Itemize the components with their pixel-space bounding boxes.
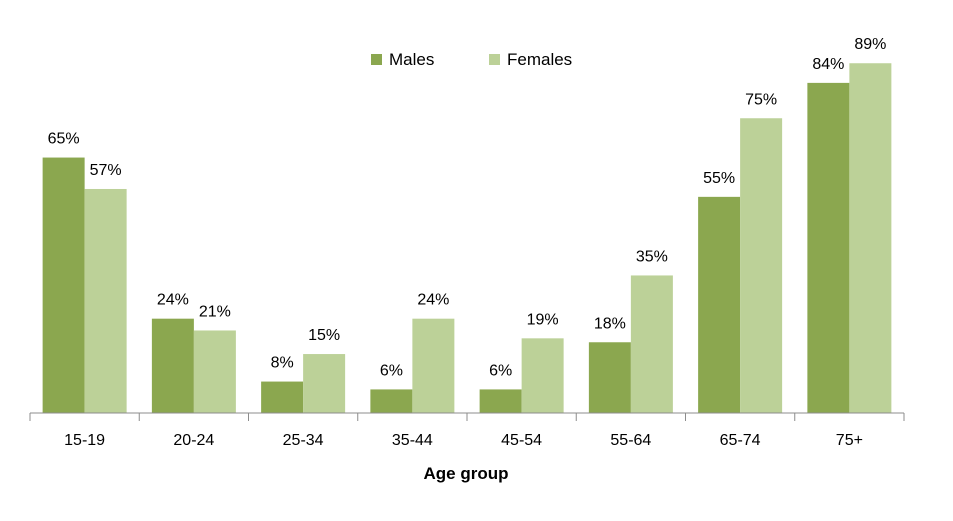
legend-swatch-males [371,54,382,65]
data-label-females-75+: 89% [854,36,886,53]
data-label-females-65-74: 75% [745,91,777,108]
x-tick-label-25-34: 25-34 [283,432,324,449]
x-tick-label-75+: 75+ [836,432,863,449]
x-tick-label-45-54: 45-54 [501,432,542,449]
data-label-males-65-74: 55% [703,170,735,187]
data-label-females-55-64: 35% [636,248,668,265]
bar-males-20-24 [151,318,194,413]
data-label-females-45-54: 19% [527,311,559,328]
bar-females-15-19 [84,188,127,413]
x-tick-label-35-44: 35-44 [392,432,433,449]
data-label-males-25-34: 8% [271,355,294,372]
legend: Males Females [371,50,572,69]
x-axis-ticks: 15-19 20-24 25-34 35-44 45-54 55-64 65-74 75+ [29,413,905,449]
bar-females-45-54 [521,338,564,413]
x-axis-title: Age group [424,464,509,483]
data-label-females-20-24: 21% [199,303,231,320]
bar-females-20-24 [193,330,236,413]
legend-label-females: Females [507,50,572,69]
data-labels-layer: 65% 57% 24% 21% 8% 15% 6% 24% 6% 19% 18% 35% 55% 75% 8… [48,36,887,379]
x-tick-label-20-24: 20-24 [173,432,214,449]
bar-males-65-74 [698,196,741,413]
data-label-males-45-54: 6% [489,362,512,379]
data-label-males-20-24: 24% [157,292,189,309]
data-label-males-75+: 84% [812,56,844,73]
bar-females-25-34 [303,354,346,413]
bar-males-35-44 [370,389,413,413]
data-label-females-25-34: 15% [308,327,340,344]
bar-males-55-64 [588,342,631,413]
x-tick-label-55-64: 55-64 [610,432,651,449]
bar-males-15-19 [42,157,85,413]
bar-females-35-44 [412,318,455,413]
data-label-males-35-44: 6% [380,362,403,379]
bars-layer [42,63,892,413]
data-label-females-15-19: 57% [90,162,122,179]
legend-label-males: Males [389,50,434,69]
data-label-males-15-19: 65% [48,131,80,148]
bar-females-55-64 [630,275,673,413]
bar-males-45-54 [479,389,522,413]
x-tick-label-65-74: 65-74 [720,432,761,449]
data-label-females-35-44: 24% [417,292,449,309]
x-tick-label-15-19: 15-19 [64,432,105,449]
bar-females-65-74 [740,118,783,413]
bar-males-75+ [807,82,850,413]
data-label-males-55-64: 18% [594,315,626,332]
legend-swatch-females [489,54,500,65]
bar-males-25-34 [261,381,304,413]
bar-females-75+ [849,63,892,413]
